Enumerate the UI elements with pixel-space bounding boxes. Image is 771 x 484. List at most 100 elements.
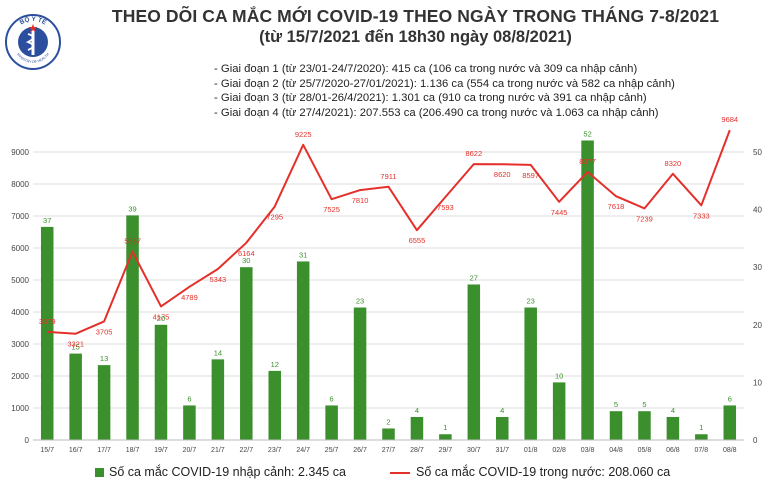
bar xyxy=(126,215,139,440)
left-tick-label: 2000 xyxy=(11,372,29,381)
line-value-label: 3705 xyxy=(96,327,113,336)
chart-title: THEO DÕI CA MẮC MỚI COVID-19 THEO NGÀY T… xyxy=(111,6,720,26)
domestic-cases-polyline xyxy=(47,129,731,335)
bar xyxy=(439,434,452,440)
left-tick-label: 4000 xyxy=(11,308,29,317)
bar xyxy=(524,307,537,440)
line-value-label: 4789 xyxy=(181,293,198,302)
line-value-label: 7445 xyxy=(551,208,568,217)
phase-1-text: - Giai đoạn 1 (từ 23/01-24/7/2020): 415 … xyxy=(214,63,638,75)
legend-bar-swatch xyxy=(95,468,104,478)
x-tick-label: 22/7 xyxy=(239,447,253,454)
bar-value-label: 52 xyxy=(583,129,591,138)
line-value-label: 7911 xyxy=(380,172,396,181)
bar-value-label: 30 xyxy=(242,256,250,265)
bar-value-label: 4 xyxy=(500,406,504,415)
bar xyxy=(296,261,310,440)
grid-lines xyxy=(33,151,744,441)
right-tick-label: 0 xyxy=(753,436,758,445)
bar-value-label: 1 xyxy=(443,423,447,432)
bar-value-label: 23 xyxy=(527,297,535,306)
line-value-label: 7810 xyxy=(352,196,369,205)
x-tick-label: 15/7 xyxy=(40,447,54,454)
x-tick-label: 02/8 xyxy=(552,447,566,454)
x-tick-label: 30/7 xyxy=(467,447,481,454)
data-labels: 37 15 13 39 20 6 14 30 12 31 6 23 2 4 1 27 4 23 10 52 5 5 4 1 6 3… xyxy=(39,115,738,432)
x-tick-label: 08/8 xyxy=(723,447,737,454)
x-tick-label: 16/7 xyxy=(69,447,83,454)
line-value-label: 8622 xyxy=(465,149,482,158)
line-value-label: 6555 xyxy=(409,236,426,245)
bar xyxy=(467,284,481,440)
line-value-label: 8620 xyxy=(494,170,511,179)
line-value-label: 7525 xyxy=(323,205,340,214)
imported-cases-bars xyxy=(40,140,737,441)
legend-line-swatch xyxy=(390,471,410,474)
right-tick-label: 20 xyxy=(753,321,762,330)
legend-domestic: Số ca mắc COVID-19 trong nước: 208.060 c… xyxy=(390,465,670,479)
x-tick-label: 21/7 xyxy=(211,447,225,454)
bar-value-label: 2 xyxy=(386,417,390,426)
x-tick-label: 06/8 xyxy=(666,447,680,454)
left-tick-label: 7000 xyxy=(11,212,29,221)
x-tick-label: 28/7 xyxy=(410,447,424,454)
line-value-label: 7239 xyxy=(636,214,653,223)
line-value-label: 8597 xyxy=(522,171,539,180)
bar xyxy=(69,353,82,440)
bar-value-label: 20 xyxy=(157,314,165,323)
legend-bar-label: Số ca mắc COVID-19 nhập cảnh: 2.345 ca xyxy=(109,465,346,479)
bar xyxy=(638,411,651,440)
chart-subtitle: (từ 15/7/2021 đến 18h30 ngày 08/8/2021) xyxy=(259,28,572,46)
bar xyxy=(211,359,225,440)
bar-value-label: 27 xyxy=(470,273,478,282)
bar xyxy=(97,365,111,440)
x-tick-label: 24/7 xyxy=(296,447,310,454)
bar-value-label: 1 xyxy=(699,423,703,432)
right-tick-label: 10 xyxy=(753,378,762,387)
bar xyxy=(154,324,168,440)
line-value-label: 7295 xyxy=(266,213,283,222)
axes: 0100020003000400050006000700080009000010… xyxy=(11,148,762,454)
left-tick-label: 0 xyxy=(25,436,30,445)
line-value-label: 9684 xyxy=(721,115,738,124)
bar xyxy=(666,416,680,440)
x-tick-label: 31/7 xyxy=(495,447,509,454)
bar-value-label: 4 xyxy=(415,406,419,415)
x-tick-label: 19/7 xyxy=(154,447,168,454)
phase-4-text: - Giai đoạn 4 (từ 27/4/2021): 207.553 ca… xyxy=(214,106,659,119)
right-tick-label: 50 xyxy=(753,148,762,157)
bar-value-label: 6 xyxy=(187,394,191,403)
line-value-label: 5343 xyxy=(210,275,227,284)
line-value-label: 3379 xyxy=(39,317,56,326)
bar-value-label: 10 xyxy=(555,371,563,380)
right-tick-label: 30 xyxy=(753,263,762,272)
x-tick-label: 29/7 xyxy=(439,447,453,454)
x-tick-label: 07/8 xyxy=(695,447,709,454)
bar-value-label: 31 xyxy=(299,250,307,259)
bar xyxy=(353,307,367,440)
x-tick-label: 18/7 xyxy=(126,447,140,454)
x-tick-label: 23/7 xyxy=(268,447,282,454)
line-value-label: 3321 xyxy=(67,340,84,349)
legend-imported: Số ca mắc COVID-19 nhập cảnh: 2.345 ca xyxy=(95,465,346,479)
bar-value-label: 12 xyxy=(271,360,279,369)
right-tick-label: 40 xyxy=(753,206,762,215)
bar xyxy=(410,416,424,440)
x-tick-label: 25/7 xyxy=(325,447,339,454)
phase-summary: - Giai đoạn 1 (từ 23/01-24/7/2020): 415 … xyxy=(214,62,675,120)
line-value-label: 8320 xyxy=(665,159,682,168)
x-tick-label: 04/8 xyxy=(609,447,623,454)
domestic-cases-line xyxy=(47,129,731,335)
bar xyxy=(496,416,509,440)
phase-2-text: - Giai đoạn 2 (từ 25/7/2020-27/01/2021):… xyxy=(214,77,675,90)
legend-line-label: Số ca mắc COVID-19 trong nước: 208.060 c… xyxy=(416,465,671,479)
line-value-label: 8377 xyxy=(579,157,596,166)
left-tick-label: 6000 xyxy=(11,244,29,253)
bar xyxy=(183,405,196,440)
line-value-label: 7618 xyxy=(608,202,625,211)
bar-value-label: 5 xyxy=(642,400,646,409)
left-tick-label: 5000 xyxy=(11,276,29,285)
bar xyxy=(552,382,566,440)
line-value-label: 9225 xyxy=(295,130,312,139)
